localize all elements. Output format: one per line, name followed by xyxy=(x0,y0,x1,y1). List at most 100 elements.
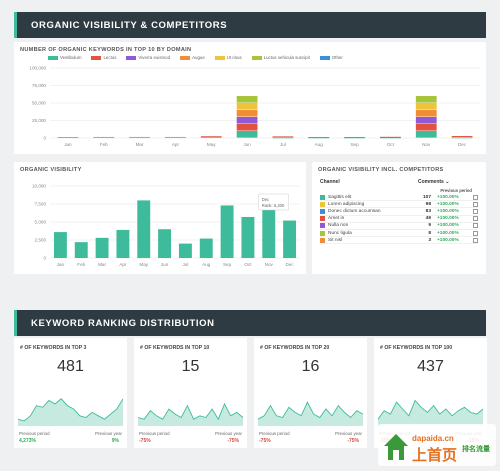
bar-segment[interactable] xyxy=(380,137,401,138)
legend-item[interactable]: Augue xyxy=(180,55,205,60)
panel-title: NUMBER OF ORGANIC KEYWORDS IN TOP 10 BY … xyxy=(20,47,191,53)
bar[interactable] xyxy=(200,239,213,258)
previous-year-label: Previous year xyxy=(95,431,122,436)
bar-segment[interactable] xyxy=(237,131,258,138)
legend-item[interactable]: Viverra euismod xyxy=(126,55,170,60)
column-header-channel[interactable]: Channel xyxy=(320,179,340,185)
sparkline-area xyxy=(378,401,483,427)
series-swatch xyxy=(320,209,325,214)
x-tick-label: Nov xyxy=(422,142,431,147)
previous-year-label: Previous year xyxy=(335,431,362,436)
bar-segment[interactable] xyxy=(129,137,150,138)
series-swatch xyxy=(320,216,325,221)
bar-segment[interactable] xyxy=(165,137,186,138)
sparkline xyxy=(14,388,127,428)
sparkline-area xyxy=(18,399,123,426)
legend-item[interactable]: Ut risus xyxy=(215,55,242,60)
sparkline xyxy=(254,388,367,428)
x-tick-label: Sep xyxy=(223,262,232,267)
kpi-value: 16 xyxy=(254,358,367,376)
bar-segment[interactable] xyxy=(58,137,79,138)
bar-segment[interactable] xyxy=(93,137,114,138)
bar[interactable] xyxy=(158,229,171,258)
y-tick-label: 75,000 xyxy=(32,83,46,88)
bar-segment[interactable] xyxy=(416,124,437,131)
bar-segment[interactable] xyxy=(201,137,222,138)
bar[interactable] xyxy=(75,242,88,258)
series-swatch xyxy=(320,202,325,207)
bar-segment[interactable] xyxy=(201,136,222,137)
watermark-text: 上首页 xyxy=(412,446,457,464)
series-swatch xyxy=(320,238,325,243)
bar[interactable] xyxy=(116,230,129,258)
column-header-comments[interactable]: Comments ⌄ xyxy=(418,179,449,185)
bar[interactable] xyxy=(96,238,109,258)
bar-segment[interactable] xyxy=(237,110,258,117)
kpi-title: # OF KEYWORDS IN TOP 10 xyxy=(140,345,209,351)
bar-segment[interactable] xyxy=(416,96,437,103)
channel-name: Donec dictum accumsan xyxy=(328,209,409,214)
bar[interactable] xyxy=(179,244,192,258)
row-checkbox[interactable] xyxy=(473,209,478,214)
bar-segment[interactable] xyxy=(416,131,437,138)
legend-label: Luctus vehicula suscipit xyxy=(264,55,310,60)
bar[interactable] xyxy=(221,205,234,258)
legend-swatch xyxy=(252,56,262,60)
x-tick-label: Feb xyxy=(100,142,108,147)
legend-label: Lectus xyxy=(103,55,116,60)
competitors-panel: ORGANIC VISIBILITY INCL. COMPETITORS Cha… xyxy=(312,162,486,274)
bar-segment[interactable] xyxy=(237,96,258,103)
legend-item[interactable]: Vestibulum xyxy=(48,55,81,60)
row-checkbox[interactable] xyxy=(473,202,478,207)
bar-segment[interactable] xyxy=(308,137,329,138)
bar-segment[interactable] xyxy=(237,103,258,110)
y-tick-label: 25,000 xyxy=(32,118,46,123)
row-checkbox[interactable] xyxy=(473,231,478,236)
legend-item[interactable]: Luctus vehicula suscipit xyxy=(252,55,310,60)
comments-value: 3 xyxy=(409,238,437,243)
x-tick-label: May xyxy=(139,262,148,267)
bar[interactable] xyxy=(54,232,67,258)
bar-segment[interactable] xyxy=(344,137,365,138)
x-tick-label: Oct xyxy=(244,262,252,267)
x-tick-label: Jan xyxy=(64,142,72,147)
legend-item[interactable]: Lectus xyxy=(91,55,116,60)
bar-segment[interactable] xyxy=(452,137,473,138)
bar-segment[interactable] xyxy=(416,117,437,124)
bar-segment[interactable] xyxy=(237,117,258,124)
kpi-value: 15 xyxy=(134,358,247,376)
panel-title: ORGANIC VISIBILITY INCL. COMPETITORS xyxy=(318,167,444,173)
bar-segment[interactable] xyxy=(273,137,294,138)
bar-segment[interactable] xyxy=(452,136,473,137)
legend-swatch xyxy=(180,56,190,60)
row-checkbox[interactable] xyxy=(473,223,478,228)
row-checkbox[interactable] xyxy=(473,238,478,243)
bar[interactable] xyxy=(262,208,275,258)
change-percent: +100.00% xyxy=(437,231,469,236)
bar[interactable] xyxy=(137,200,150,258)
row-checkbox[interactable] xyxy=(473,216,478,221)
bar-segment[interactable] xyxy=(273,136,294,137)
bar-segment[interactable] xyxy=(416,103,437,110)
bar[interactable] xyxy=(283,221,296,258)
section-header-ranking: KEYWORD RANKING DISTRIBUTION xyxy=(14,310,486,336)
legend-label: Augue xyxy=(192,55,205,60)
bar-segment[interactable] xyxy=(237,124,258,131)
previous-period-label: Previous period xyxy=(259,431,290,436)
row-checkbox[interactable] xyxy=(473,195,478,200)
legend-item[interactable]: Other xyxy=(320,55,343,60)
sparkline-area xyxy=(138,404,243,426)
previous-period-value: -75% xyxy=(139,438,151,444)
channel-name: Nunc ligula xyxy=(328,231,409,236)
bar-segment[interactable] xyxy=(416,110,437,117)
bar[interactable] xyxy=(241,217,254,258)
